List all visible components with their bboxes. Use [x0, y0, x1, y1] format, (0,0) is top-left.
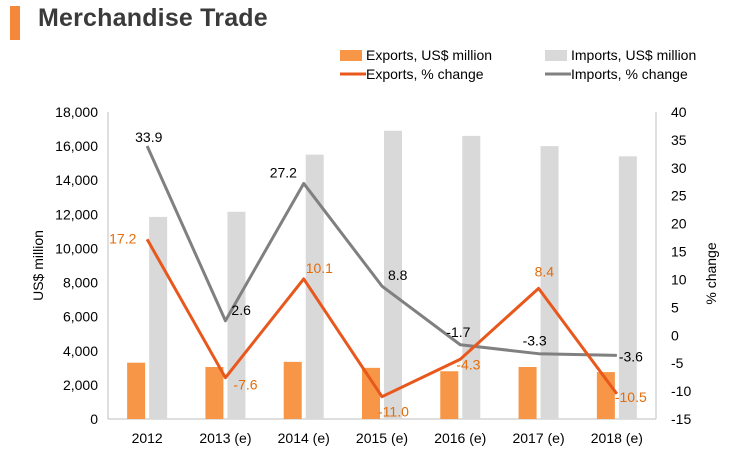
exports-change-label: 17.2 [109, 230, 136, 246]
imports-change-label: 33.9 [135, 129, 162, 145]
bars [127, 130, 637, 419]
y-tick-label: 10,000 [55, 240, 98, 256]
y2-tick-label: 15 [671, 244, 687, 260]
x-tick-label: 2014 (e) [278, 430, 330, 446]
imports-change-label: 27.2 [270, 164, 297, 180]
y-tick-label: 16,000 [55, 138, 98, 154]
imports-change-label: -1.7 [446, 324, 470, 340]
y2-tick-label: 20 [671, 216, 687, 232]
lines [145, 145, 619, 399]
y-axis-title: US$ million [30, 230, 46, 301]
exports-change-label: -10.5 [615, 389, 647, 405]
imports-change-label: -3.3 [523, 333, 547, 349]
legend-label: Imports, % change [571, 66, 688, 82]
imports-bar [540, 146, 559, 419]
y-tick-label: 18,000 [55, 104, 98, 120]
imports-bar [305, 154, 324, 419]
imports-change-label: 8.8 [388, 267, 408, 283]
y-tick-label: 2,000 [63, 377, 98, 393]
y-tick-label: 6,000 [63, 309, 98, 325]
legend-swatch [545, 50, 567, 61]
y2-tick-label: 30 [671, 160, 687, 176]
y-tick-label: 0 [90, 411, 98, 427]
y2-tick-label: -15 [671, 411, 691, 427]
exports-bar [205, 366, 224, 419]
x-tick-label: 2013 (e) [199, 430, 251, 446]
x-tick-label: 2018 (e) [591, 430, 643, 446]
page-title: Merchandise Trade [38, 4, 268, 32]
exports-change-label: -4.3 [456, 356, 480, 372]
legend-label: Imports, US$ million [571, 47, 696, 63]
exports-bar [518, 366, 537, 419]
imports-bar [462, 135, 481, 419]
legend-label: Exports, % change [366, 66, 484, 82]
imports-change-label: 2.6 [231, 302, 251, 318]
y2-tick-label: 5 [671, 299, 679, 315]
legend: Exports, US$ million Imports, US$ million… [340, 47, 696, 82]
y2-tick-label: -5 [671, 355, 684, 371]
imports-bar [384, 130, 402, 419]
y-tick-label: 8,000 [63, 275, 98, 291]
y2-tick-label: 10 [671, 271, 687, 287]
exports-change-line [145, 238, 619, 399]
x-tick-label: 2012 [132, 430, 163, 446]
axes: 0 2,000 4,000 6,000 8,000 10,000 12,000 14,000 1… [30, 104, 719, 446]
y-tick-label: 12,000 [55, 206, 98, 222]
exports-change-label: -11.0 [378, 404, 409, 420]
exports-bar [440, 371, 459, 419]
x-tick-label: 2015 (e) [356, 430, 408, 446]
exports-change-label: 8.4 [535, 263, 555, 279]
y2-tick-label: -10 [671, 383, 691, 399]
exports-change-label: -7.6 [233, 377, 257, 393]
y2-tick-label: 40 [671, 104, 687, 120]
exports-bar [283, 361, 302, 419]
y-tick-label: 4,000 [63, 343, 98, 359]
data-labels: 17.2 -7.6 10.1 -11.0 -4.3 8.4 -10.5 33.9 2.6 27.2… [109, 129, 647, 420]
y2-tick-label: 0 [671, 327, 679, 343]
y2-tick-label: 35 [671, 132, 687, 148]
imports-change-label: -3.6 [619, 348, 643, 364]
exports-bar [362, 367, 380, 419]
imports-bar [618, 156, 637, 419]
y2-axis-title: % change [703, 242, 719, 304]
x-tick-label: 2016 (e) [434, 430, 486, 446]
imports-change-line [145, 145, 617, 357]
y-tick-label: 14,000 [55, 172, 98, 188]
exports-change-label: 10.1 [306, 260, 333, 276]
legend-label: Exports, US$ million [366, 47, 492, 63]
title-accent-bar [10, 6, 20, 40]
y2-tick-label: 25 [671, 188, 687, 204]
exports-bar [127, 362, 146, 419]
legend-swatch [340, 50, 362, 61]
x-tick-label: 2017 (e) [512, 430, 564, 446]
